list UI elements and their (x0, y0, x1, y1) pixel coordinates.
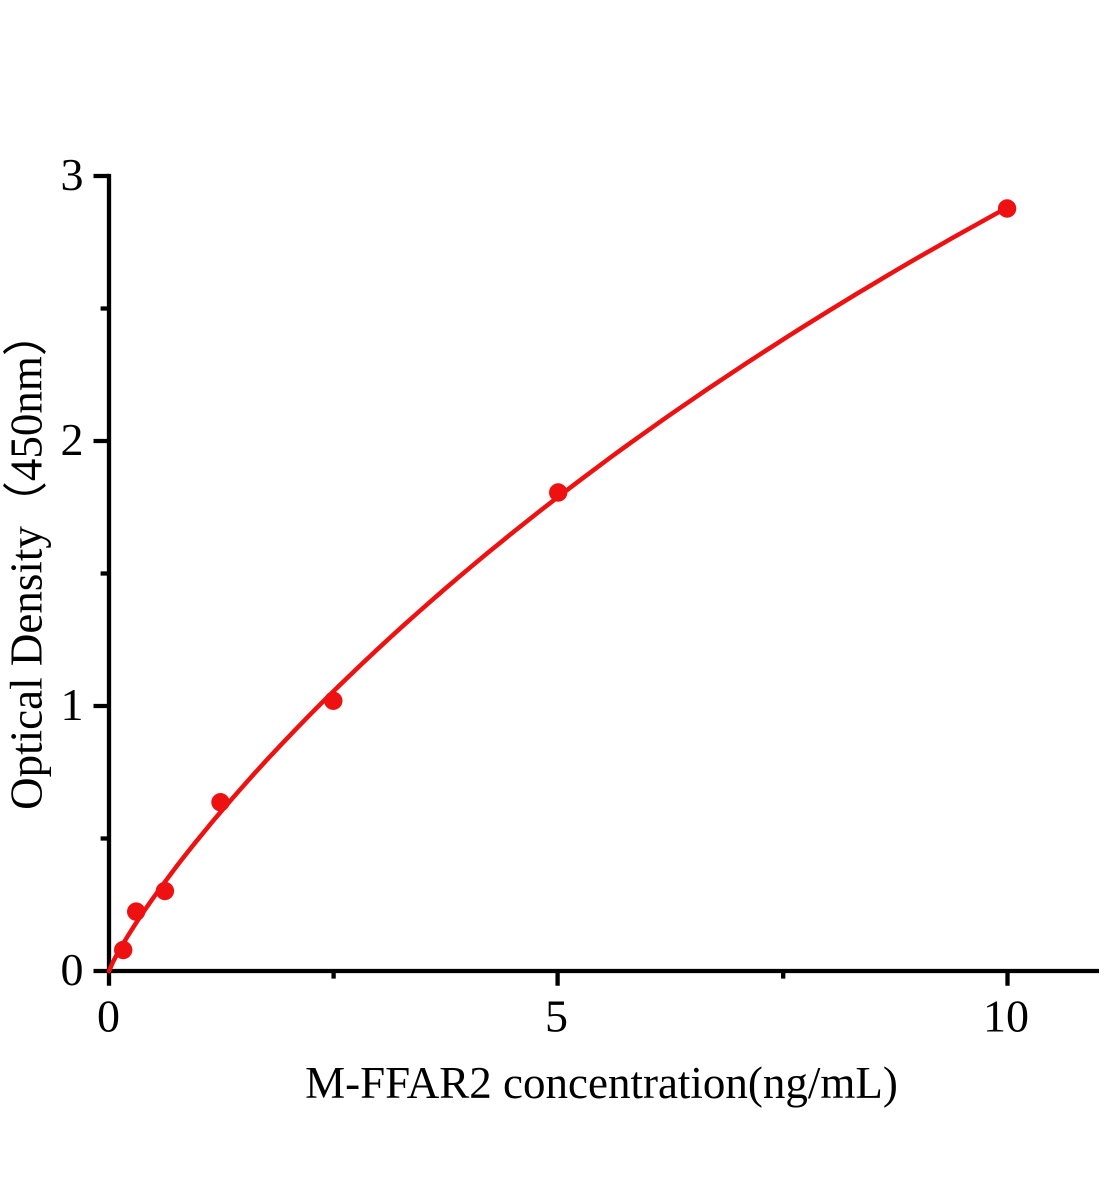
svg-text:5: 5 (545, 991, 568, 1042)
svg-text:0: 0 (61, 944, 84, 995)
svg-text:1: 1 (61, 679, 84, 730)
svg-text:10: 10 (983, 991, 1029, 1042)
svg-text:Optical Density（450nm）: Optical Density（450nm） (2, 311, 52, 810)
svg-text:0: 0 (97, 991, 120, 1042)
svg-text:3: 3 (61, 149, 84, 200)
svg-text:2: 2 (61, 414, 84, 465)
svg-text:M-FFAR2 concentration(ng/mL): M-FFAR2 concentration(ng/mL) (305, 1058, 898, 1108)
